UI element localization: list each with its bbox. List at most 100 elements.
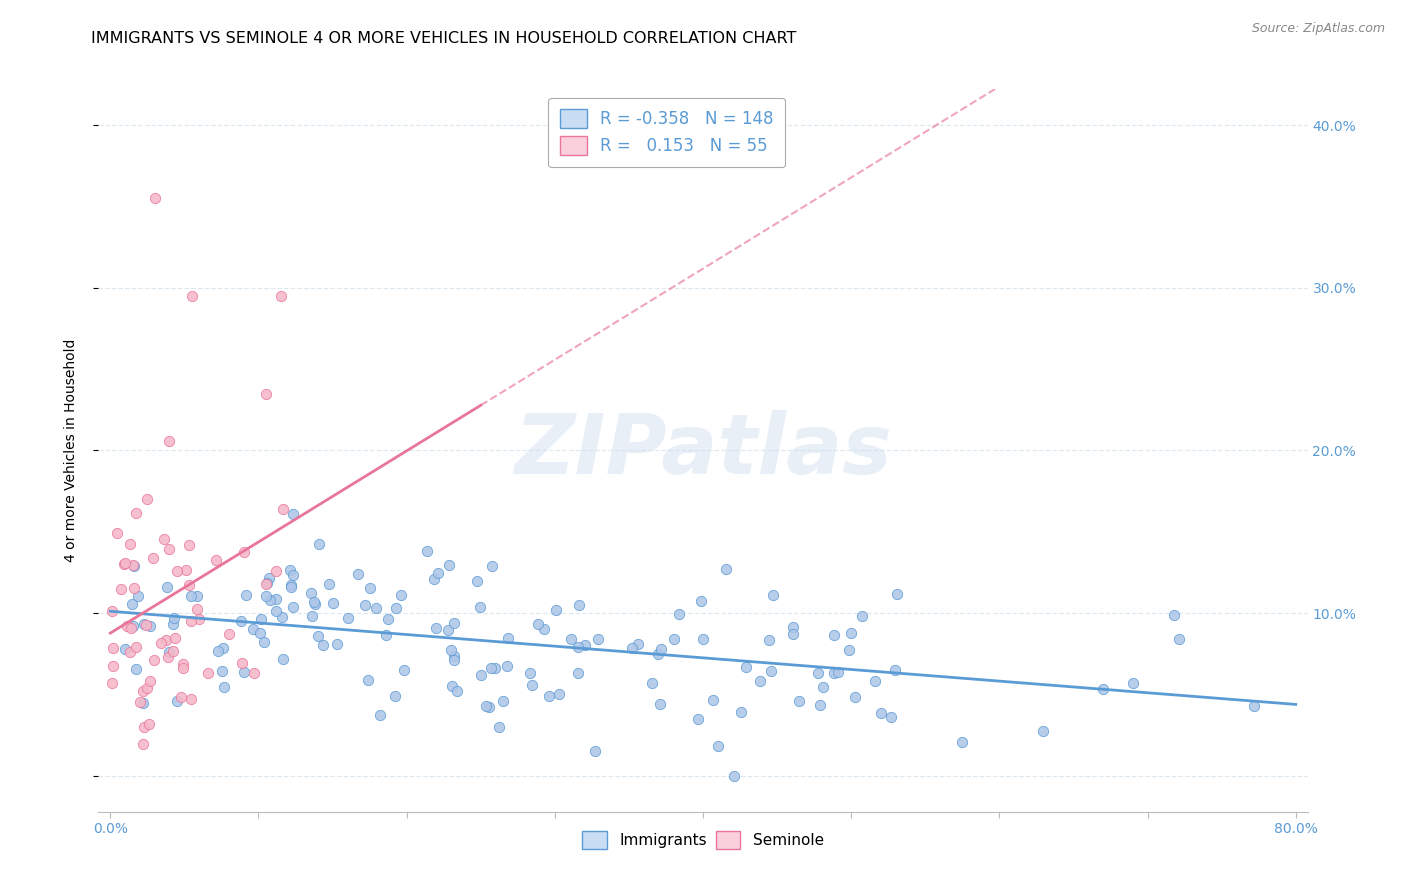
Point [886,587,908,601]
Point [129,695,152,709]
Point [259,593,281,607]
Point [278,564,301,578]
Point [650,641,672,656]
Point [125,640,148,655]
Point [105,525,128,540]
Point [1092,681,1115,696]
Point [138,716,160,731]
Point [748,673,770,688]
Text: IMMIGRANTS VS SEMINOLE 4 OR MORE VEHICLES IN HOUSEHOLD CORRELATION CHART: IMMIGRANTS VS SEMINOLE 4 OR MORE VEHICLE… [91,31,797,46]
Point [273,652,295,666]
Point [560,632,582,647]
Point [465,574,488,589]
Point [204,553,226,567]
Point [787,693,810,707]
Point [707,739,730,753]
Point [172,657,194,671]
Point [114,557,136,571]
Point [346,567,368,582]
Point [567,640,589,654]
Point [470,600,492,615]
Point [229,615,252,629]
Point [496,631,519,645]
Point [121,558,143,573]
Point [354,598,377,612]
Point [662,632,685,646]
Point [491,694,513,708]
Point [232,544,254,558]
Point [163,611,186,625]
Point [172,661,194,675]
Point [281,567,304,582]
Point [125,662,148,676]
Point [157,434,180,449]
Point [231,656,253,670]
Point [640,676,662,690]
Point [863,673,886,688]
Point [690,594,713,608]
Point [533,623,555,637]
Point [153,533,176,547]
Point [394,663,416,677]
Point [759,664,782,678]
Legend: Immigrants, Seminole: Immigrants, Seminole [576,825,830,855]
Point [360,581,382,595]
Point [443,653,465,667]
Point [101,604,124,618]
Point [364,600,387,615]
Point [527,616,550,631]
Point [537,689,560,703]
Point [735,660,758,674]
Point [307,629,329,643]
Point [270,610,292,624]
Point [139,674,162,689]
Point [180,692,202,706]
Point [357,673,380,688]
Point [142,550,165,565]
Point [174,563,197,577]
Point [242,622,264,636]
Point [308,536,330,550]
Point [180,589,202,603]
Point [256,575,278,590]
Point [384,689,406,703]
Point [257,571,280,585]
Point [302,595,325,609]
Point [427,566,450,581]
Point [425,621,447,635]
Point [271,501,294,516]
Point [249,612,271,626]
Point [441,679,464,693]
Point [150,636,173,650]
Point [299,586,322,600]
Point [156,581,179,595]
Point [716,561,738,575]
Point [626,637,648,651]
Point [574,638,596,652]
Point [157,542,180,557]
Point [443,615,465,630]
Point [423,572,446,586]
Point [121,597,143,611]
Point [197,665,219,680]
Point [156,650,179,665]
Point [702,693,724,707]
Point [249,625,271,640]
Point [377,612,399,626]
Point [143,191,166,205]
Point [439,558,461,573]
Point [807,666,830,681]
Point [207,644,229,658]
Point [132,720,155,734]
Point [135,618,157,632]
Point [211,641,233,656]
Point [481,559,503,574]
Point [264,564,287,578]
Point [101,676,124,690]
Point [233,665,256,679]
Point [650,698,672,712]
Point [166,694,188,708]
Y-axis label: 4 or more Vehicles in Household: 4 or more Vehicles in Household [63,339,77,562]
Point [484,661,506,675]
Point [132,617,155,632]
